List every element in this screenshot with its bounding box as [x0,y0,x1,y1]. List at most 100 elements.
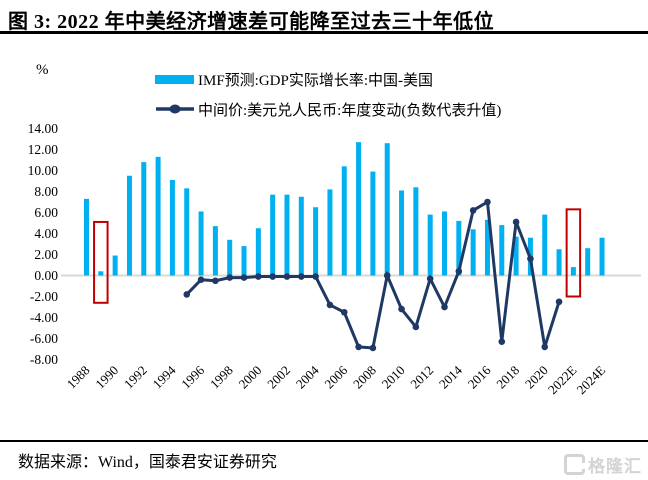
bar-1997 [212,226,218,276]
legend-line-swatch [156,104,194,114]
x-tick-label: 2022E [545,362,580,397]
bar-2023E [585,248,591,276]
bar-2024E [599,237,605,276]
line-point-1996 [197,276,205,284]
line-point-2007 [355,343,362,351]
gelonghui-logo: 格隆汇 [564,452,642,477]
y-tick-label: 14.00 [28,121,59,136]
bar-1992 [141,162,147,276]
line-point-2009 [383,272,391,279]
bar-1998 [227,239,233,276]
legend: IMF预测:GDP实际增长率:中国-美国 中间价:美元兑人民币:年度变动(负数代… [155,64,501,124]
line-point-2017 [498,338,506,345]
line-point-1997 [212,277,219,285]
legend-row-line: 中间价:美元兑人民币:年度变动(负数代表升值) [155,94,501,124]
logo-text: 格隆汇 [588,457,642,476]
line-point-2010 [398,305,405,313]
line-point-2016 [484,198,491,206]
bar-1994 [169,179,175,276]
x-tick-label: 2006 [321,362,350,391]
y-axis-unit-label: % [36,62,49,78]
bar-1991 [126,175,132,276]
x-tick-label: 2024E [574,362,609,397]
bar-1993 [155,156,161,276]
bar-2014 [456,220,462,276]
logo-g-icon [564,454,585,475]
bar-1990 [112,255,118,276]
x-tick-label: 2002 [264,363,293,392]
x-tick-label: 1996 [178,362,207,391]
x-tick-label: 2000 [235,363,264,392]
bar-2009 [384,143,390,276]
bar-2015 [470,229,476,276]
x-tick-label: 2014 [436,362,465,391]
x-tick-label: 2018 [493,363,522,392]
legend-line-label: 中间价:美元兑人民币:年度变动(负数代表升值) [198,102,502,119]
x-tick-label: 1990 [92,363,121,392]
bar-2008 [370,171,376,276]
x-tick-label: 1988 [64,363,93,392]
legend-bar-swatch [155,74,194,84]
line-point-2020 [541,343,549,351]
bar-2000 [255,228,261,276]
bar-2004 [313,207,319,276]
x-tick-label: 2004 [293,362,322,391]
x-tick-label: 2010 [379,363,408,392]
bar-2007 [356,142,362,276]
legend-row-bars: IMF预测:GDP实际增长率:中国-美国 [155,64,501,94]
bar-2002 [284,194,290,276]
bar-1995 [184,188,190,276]
line-point-1995 [183,291,191,298]
line-point-2000 [255,273,262,280]
y-tick-label: -2.00 [30,289,58,304]
line-point-2011 [412,323,420,331]
title-rule [0,31,648,34]
bar-2016 [484,219,490,276]
x-tick-label: 1994 [150,362,179,391]
line-point-2015 [469,207,477,214]
y-tick-label: 2.00 [34,247,58,262]
bar-2012 [427,214,433,276]
x-tick-label: 2016 [465,362,494,391]
y-tick-label: 10.00 [28,163,59,178]
bar-2020 [542,214,548,276]
highlight-box-1989 [93,220,109,304]
line-point-1998 [226,274,233,281]
footer-rule [0,440,648,442]
y-tick-label: -6.00 [30,331,58,346]
y-tick-label: 12.00 [28,142,59,157]
bar-2001 [270,194,276,276]
line-point-2003 [298,273,305,280]
bar-2021 [556,249,562,276]
line-point-2006 [340,308,348,316]
line-point-1999 [240,274,248,281]
line-point-2021 [555,298,563,306]
line-point-2004 [312,273,319,280]
bar-2010 [399,190,405,276]
bar-2005 [327,189,333,276]
bar-2022E [570,267,576,276]
line-point-2018 [512,218,520,226]
bar-2013 [442,211,447,276]
line-point-2019 [527,255,534,262]
bar-2006 [341,166,347,276]
x-tick-label: 2008 [350,363,379,392]
x-tick-label: 2012 [407,363,436,392]
chart-title: 图 3: 2022 年中美经济增速差可能降至过去三十年低位 [8,11,495,33]
bar-1999 [241,246,247,276]
line-point-2013 [441,303,448,311]
y-tick-label: 6.00 [34,205,58,220]
bar-2011 [413,187,419,276]
line-point-2008 [369,344,377,352]
y-tick-label: 4.00 [34,226,58,241]
bar-1996 [198,211,204,276]
line-point-2012 [426,275,434,282]
y-tick-label: 0.00 [34,268,58,283]
highlight-box-2022E [565,208,582,298]
bar-2018 [513,236,519,276]
legend-bar-label: IMF预测:GDP实际增长率:中国-美国 [198,72,434,89]
bar-2003 [298,196,304,276]
bar-1989 [98,271,104,276]
